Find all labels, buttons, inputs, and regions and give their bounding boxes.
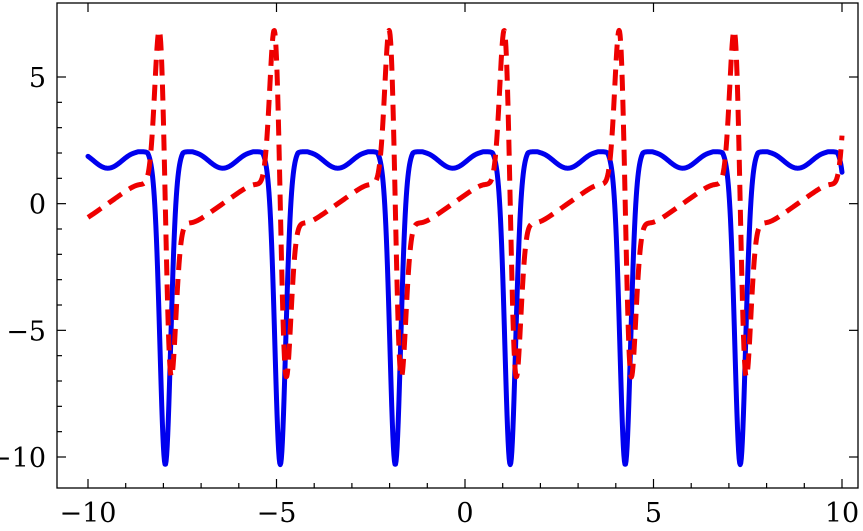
y-tick-label: 5 (29, 63, 46, 94)
x-tick-label: 5 (645, 498, 662, 529)
series-solid-line (85, 149, 845, 468)
y-tick-label: −10 (0, 443, 46, 474)
x-tick-label: 0 (456, 498, 473, 529)
x-tick-label: 10 (825, 498, 859, 529)
x-tick-label: −5 (257, 498, 297, 529)
plot-frame (56, 2, 859, 489)
y-tick-label: −5 (6, 316, 46, 347)
x-tick-label: −10 (60, 498, 117, 529)
series-dashed-line (86, 27, 845, 380)
y-tick-label: 0 (29, 190, 46, 221)
